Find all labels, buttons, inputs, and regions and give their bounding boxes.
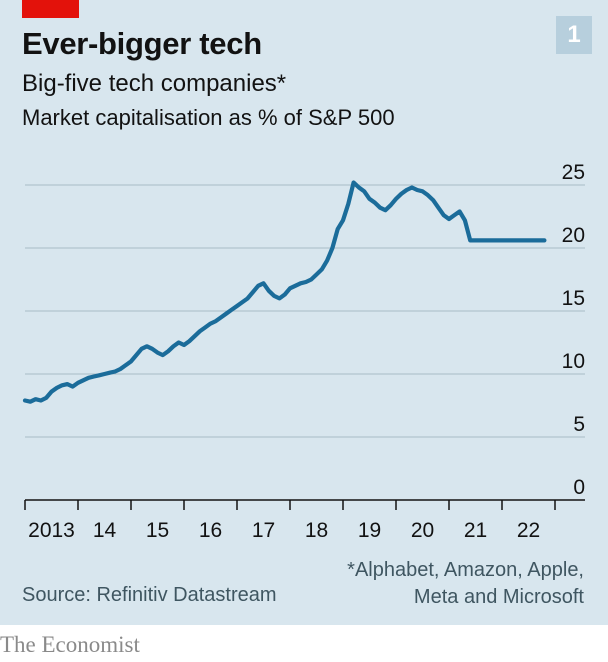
y-tick-label-15: 15 bbox=[562, 287, 585, 310]
footnote-line-2: Meta and Microsoft bbox=[413, 586, 584, 608]
footnote-line-1: *Alphabet, Amazon, Apple, bbox=[347, 559, 584, 581]
line-chart: 0 5 10 15 20 25 2013 14 15 16 17 18 19 20 21 22 bbox=[22, 161, 585, 542]
y-tick-label-20: 20 bbox=[562, 224, 585, 247]
unit-label: Market capitalisation as % of S&P 500 bbox=[22, 105, 395, 130]
red-brand-tag bbox=[22, 0, 79, 18]
x-tick-label-15: 15 bbox=[146, 519, 169, 542]
x-tick-label-17: 17 bbox=[252, 519, 275, 542]
chart-subtitle: Big-five tech companies* bbox=[22, 70, 287, 97]
x-tick-label-2013: 2013 bbox=[28, 519, 75, 542]
y-tick-label-10: 10 bbox=[562, 350, 585, 373]
y-tick-label-25: 25 bbox=[562, 161, 585, 184]
x-axis: 2013 14 15 16 17 18 19 20 21 22 bbox=[24, 499, 585, 542]
x-tick-label-22: 22 bbox=[517, 519, 540, 542]
series-line-0 bbox=[22, 180, 547, 404]
chart-title: Ever-bigger tech bbox=[22, 26, 262, 61]
y-tick-label-0: 0 bbox=[573, 476, 585, 499]
series-layer bbox=[22, 180, 547, 404]
source-note: Source: Refinitiv Datastream bbox=[22, 584, 277, 606]
economist-logo-text: The Economist bbox=[0, 632, 140, 657]
y-tick-label-5: 5 bbox=[573, 413, 585, 436]
footnote: *Alphabet, Amazon, Apple, Meta and Micro… bbox=[347, 557, 584, 611]
x-tick-label-18: 18 bbox=[305, 519, 328, 542]
gridlines bbox=[25, 184, 585, 438]
x-tick-label-21: 21 bbox=[464, 519, 487, 542]
x-tick-label-19: 19 bbox=[358, 519, 381, 542]
x-tick-label-20: 20 bbox=[411, 519, 434, 542]
x-tick-label-14: 14 bbox=[93, 519, 117, 542]
y-tick-labels: 0 5 10 15 20 25 bbox=[562, 161, 585, 499]
x-tick-label-16: 16 bbox=[199, 519, 222, 542]
chart-panel bbox=[0, 0, 608, 625]
chart-number-badge: 1 bbox=[556, 16, 592, 54]
